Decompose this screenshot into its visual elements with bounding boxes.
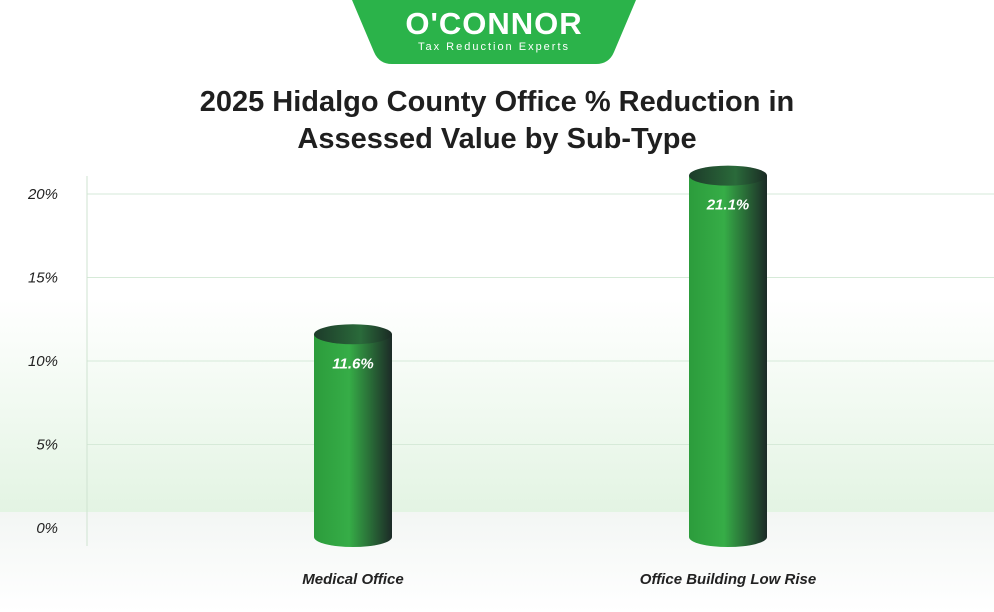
chart-title-line-1: 2025 Hidalgo County Office % Reduction i… [199, 86, 795, 118]
bar-top [689, 165, 767, 186]
bar-body [689, 175, 767, 547]
bar [314, 324, 392, 547]
brand-tagline: Tax Reduction Experts [417, 41, 571, 53]
bar-value-label: 21.1% [706, 197, 750, 214]
y-tick-label: 20% [27, 186, 58, 203]
y-tick-label: 5% [36, 437, 58, 454]
logo-tab [352, 0, 636, 64]
bar-body [314, 334, 392, 547]
bar [689, 165, 767, 547]
chart-title-line-2: Assessed Value by Sub-Type [297, 123, 697, 155]
y-tick-label: 10% [28, 353, 58, 370]
bars: 11.6% 21.1% [314, 165, 767, 547]
category-labels: Medical Office Office Building Low Rise [302, 571, 816, 588]
y-tick-labels: 0% 5% 10% 15% 20% [27, 186, 58, 537]
bar-top [314, 324, 392, 345]
background-gradient [0, 300, 994, 512]
bar-value-label: 11.6% [332, 355, 373, 372]
chart-title: 2025 Hidalgo County Office % Reduction i… [150, 84, 844, 158]
grid-lines [87, 193, 994, 445]
brand-logo: O'CONNOR [405, 6, 583, 41]
y-tick-label: 0% [36, 520, 58, 537]
category-label: Medical Office [302, 571, 403, 588]
category-label: Office Building Low Rise [640, 571, 816, 588]
floor-band [0, 512, 994, 612]
y-tick-label: 15% [28, 270, 58, 287]
